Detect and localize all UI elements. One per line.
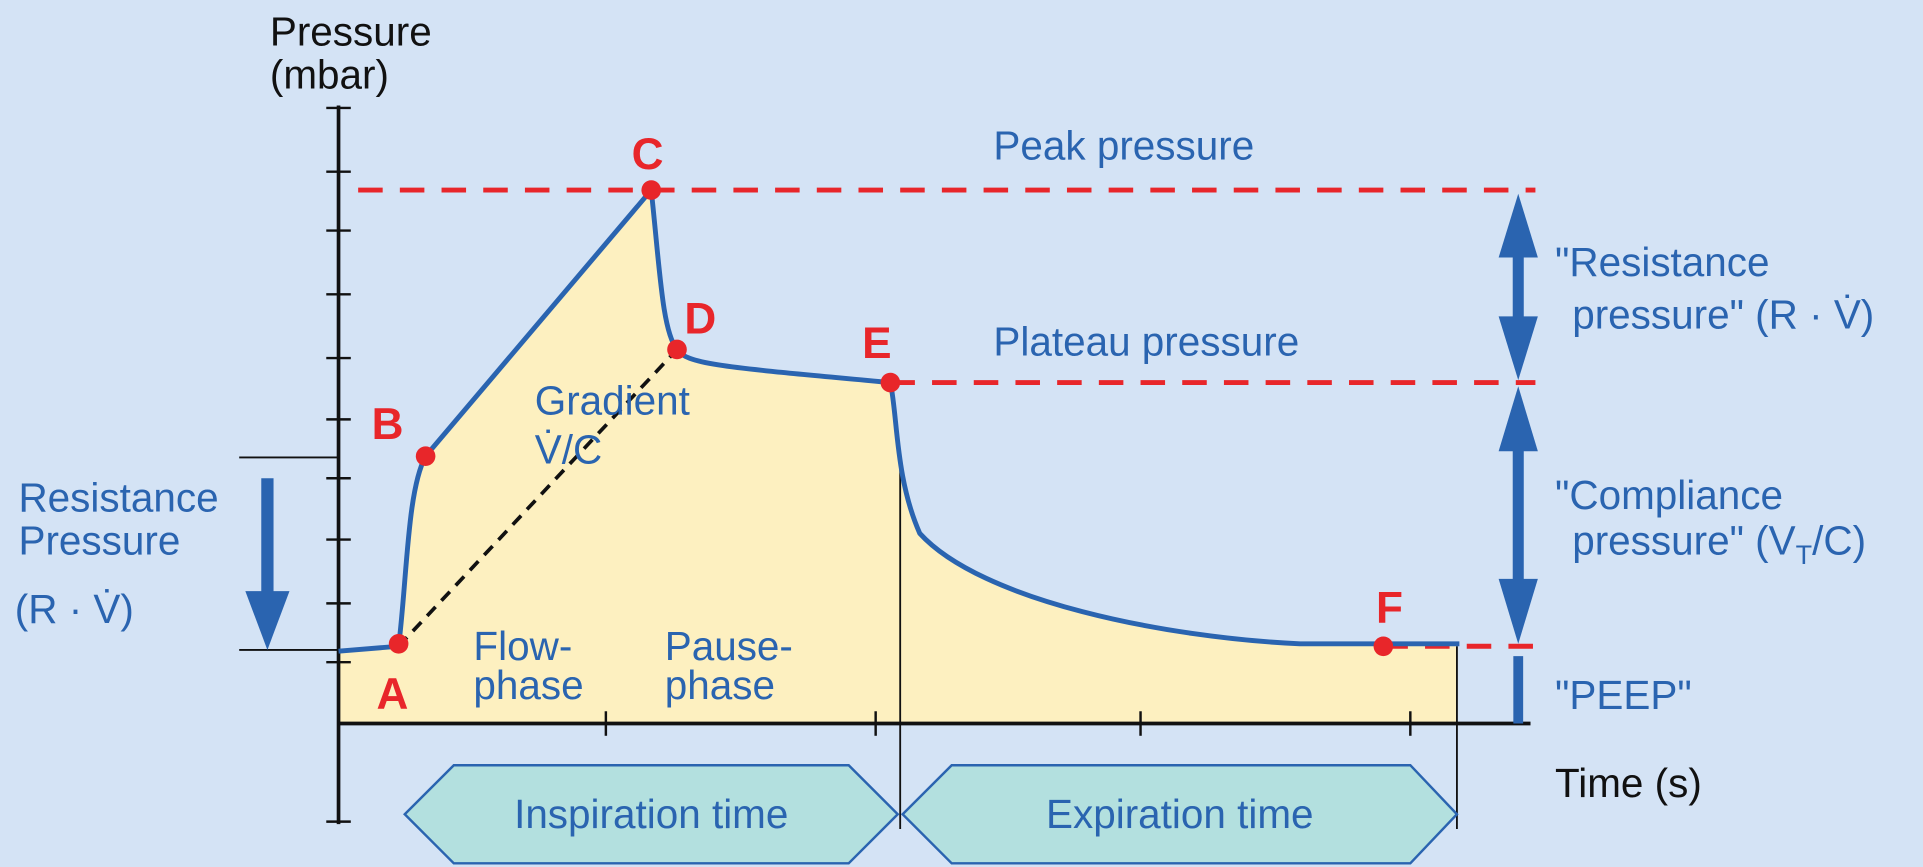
pressure-curve — [338, 184, 1460, 654]
left-label: Pressure — [18, 517, 180, 563]
gradient-label: Gradient — [535, 377, 690, 423]
gradient-line — [397, 348, 679, 648]
compliance-text: /C) — [1812, 517, 1866, 563]
expiration-banner — [900, 763, 1459, 865]
plateau-label: Plateau pressure — [993, 319, 1299, 365]
y-label: Pressure — [270, 8, 432, 54]
phase-label: Pause- — [665, 623, 793, 669]
expiration-label: Expiration time — [1046, 791, 1314, 837]
arrows — [245, 193, 1538, 724]
resistance-label: pressure" (R · V̇) — [1572, 292, 1874, 338]
resistance-label: "Resistance — [1555, 239, 1769, 285]
inspiration-banner — [403, 763, 900, 865]
point-label: C — [632, 130, 664, 179]
y-label: (mbar) — [270, 51, 389, 97]
compliance-label: pressure" (VT/C) — [1572, 517, 1866, 570]
peep-label: "PEEP" — [1555, 672, 1692, 718]
point-label: D — [684, 295, 716, 344]
gradient-label: V̇/C — [535, 427, 602, 473]
peak-label: Peak pressure — [993, 122, 1254, 168]
subscript: T — [1796, 540, 1812, 570]
phase-label: Flow- — [473, 623, 572, 669]
inspiration-label: Inspiration time — [514, 791, 788, 837]
x-label: Time (s) — [1555, 760, 1702, 806]
left-label: Resistance — [18, 474, 218, 520]
axes — [239, 105, 1531, 829]
phase-label: phase — [473, 662, 583, 708]
point-label: E — [862, 319, 891, 368]
points — [388, 180, 1394, 657]
point-label: A — [377, 670, 409, 719]
level-lines — [358, 187, 1540, 649]
compliance-text: pressure" (V — [1572, 517, 1795, 563]
compliance-label: "Compliance — [1555, 472, 1783, 518]
point-label: B — [372, 400, 404, 449]
phase-label: phase — [665, 662, 775, 708]
left-label: (R · V̇) — [15, 586, 134, 632]
point-label: F — [1376, 584, 1403, 633]
